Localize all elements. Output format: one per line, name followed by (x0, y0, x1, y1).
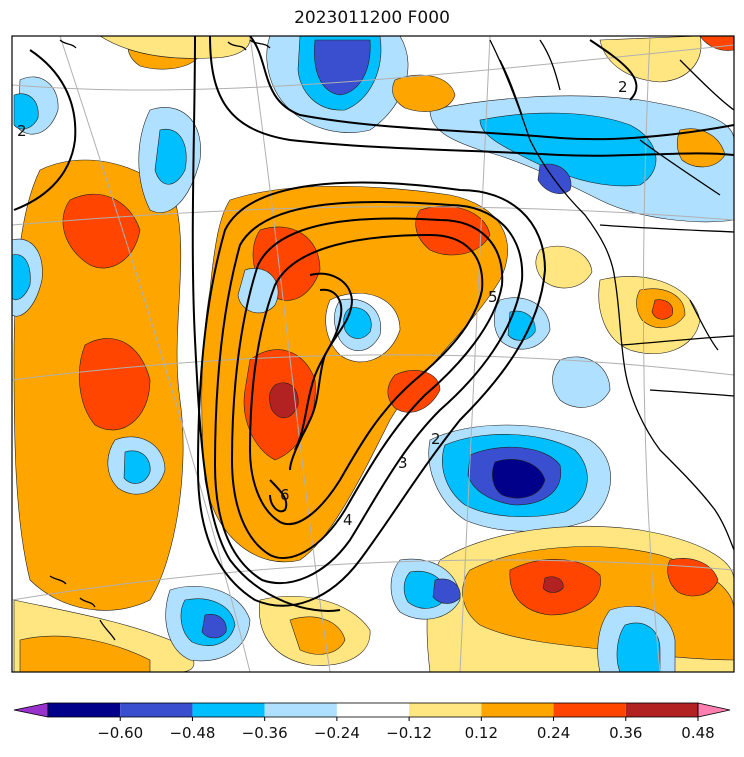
colorbar-tick-label: −0.48 (169, 724, 215, 742)
colorbar-bin (48, 703, 121, 717)
colorbar-under-arrow (13, 702, 49, 718)
graticule (12, 36, 734, 672)
colorbar-bin (553, 703, 626, 717)
colorbar-tick-label: 0.48 (681, 724, 714, 742)
contour-label: 3 (398, 454, 408, 472)
contour-label: 6 (280, 486, 290, 504)
coastlines (49, 39, 734, 641)
colorbar-tick-label: −0.60 (97, 724, 143, 742)
colorbar-bin (336, 703, 410, 717)
colorbar-over-arrow (697, 702, 731, 718)
anomaly-fill (12, 36, 734, 672)
map-frame (11, 35, 735, 673)
colorbar-bin (264, 703, 337, 717)
colorbar-bin (120, 703, 193, 717)
colorbar-outline (47, 702, 699, 718)
colorbar-tick-label: −0.12 (386, 724, 432, 742)
colorbar-bin (481, 703, 554, 717)
colorbar-bin (192, 703, 265, 717)
contour-label: 4 (343, 511, 353, 529)
map-title: 2023011200 F000 (294, 8, 450, 28)
colorbar-tick-label: 0.36 (609, 724, 642, 742)
contour-labels: 2 2 2 3 4 5 6 (17, 78, 628, 529)
contour-label: 2 (17, 122, 27, 140)
map-panel: 2 2 2 3 4 5 6 (12, 36, 734, 672)
colorbar-tick-label: −0.36 (242, 724, 288, 742)
colorbar-bin (625, 703, 698, 717)
contour-label: 5 (488, 288, 498, 306)
contour-label: 2 (618, 78, 628, 96)
colorbar-tick-label: 0.12 (465, 724, 498, 742)
contour-label: 2 (431, 430, 441, 448)
height-contours (13, 36, 734, 612)
colorbar-bin (409, 703, 482, 717)
colorbar-tick-label: −0.24 (314, 724, 360, 742)
colorbar-tick-label: 0.24 (537, 724, 570, 742)
colorbar: −0.60 −0.48 −0.36 −0.24 −0.12 0.12 0.24 0.36 0.4… (13, 702, 731, 742)
